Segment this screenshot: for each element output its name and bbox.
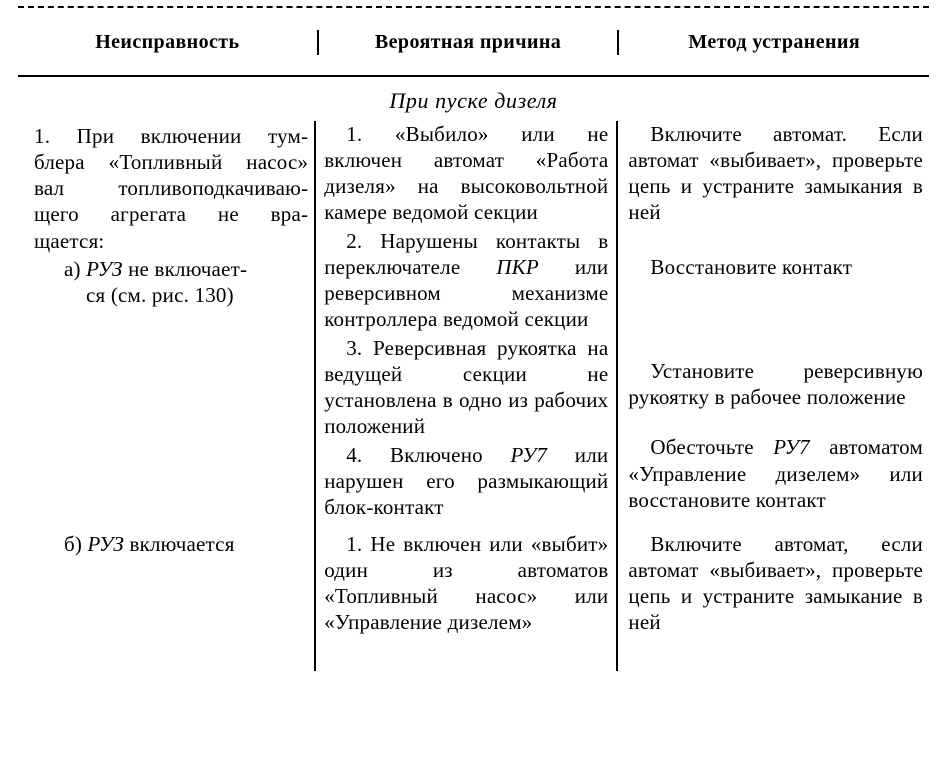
fault-intro-line: щается: bbox=[34, 228, 104, 254]
cell-method-b: Включите автомат, если автомат «выбивает… bbox=[618, 531, 929, 671]
method-item: Установите реверсивную рукоятку в рабоче… bbox=[628, 358, 923, 411]
cell-fault-b: б) РУЗ включается bbox=[18, 531, 314, 671]
header-col-cause: Вероятная причина bbox=[317, 30, 620, 55]
top-rule bbox=[18, 6, 929, 8]
cause-item: 1. Не включен или «выбит» один из автома… bbox=[324, 531, 608, 636]
italic-token: РУЗ bbox=[88, 532, 124, 556]
fault-intro-line: щего агрегата не вра- bbox=[34, 202, 308, 226]
cause-item: 1. «Выбило» или не включен автомат «Рабо… bbox=[324, 121, 608, 226]
cell-method-a: Включите автомат. Если автомат «выбивает… bbox=[618, 121, 929, 531]
scanned-page: Неисправность Вероятная причина Метод ус… bbox=[0, 0, 947, 671]
sub-label: б) bbox=[64, 531, 82, 557]
italic-token: ПКР bbox=[496, 255, 539, 279]
fault-intro-line: 1. При включении тум- bbox=[34, 124, 308, 148]
method-item: Включите автомат. Если автомат «выбивает… bbox=[628, 121, 923, 226]
method-item: Восстановите контакт bbox=[628, 254, 923, 280]
sub-label: а) bbox=[64, 256, 81, 282]
cell-cause-b: 1. Не включен или «выбит» один из автома… bbox=[314, 531, 618, 671]
fault-sub-b: б) РУЗ включается bbox=[64, 531, 308, 557]
italic-token: РУ7 bbox=[773, 435, 810, 459]
table-row: 1. При включении тум- блера «Топливный н… bbox=[18, 121, 929, 531]
fault-sub-a: а) РУЗ не включает- ся (см. рис. 130) bbox=[64, 256, 308, 309]
method-item: Включите автомат, если автомат «выбивает… bbox=[628, 531, 923, 636]
fault-intro-line: блера «Топливный насос» bbox=[34, 150, 308, 174]
sub-text: включается bbox=[129, 532, 234, 556]
sub-text: ся (см. рис. 130) bbox=[86, 283, 234, 307]
section-title: При пуске дизеля bbox=[18, 77, 929, 121]
method-item: Обесточьте РУ7 автоматом «Управление диз… bbox=[628, 434, 923, 513]
cell-fault-a: 1. При включении тум- блера «Топливный н… bbox=[18, 121, 314, 531]
fault-intro: 1. При включении тум- блера «Топливный н… bbox=[34, 123, 308, 254]
sub-text: не включает- bbox=[128, 257, 247, 281]
italic-token: РУЗ bbox=[86, 257, 122, 281]
cause-item: 2. Нарушены контакты в переключателе ПКР… bbox=[324, 228, 608, 333]
header-col-fault: Неисправность bbox=[18, 30, 317, 55]
table-row: б) РУЗ включается 1. Не включен или «выб… bbox=[18, 531, 929, 671]
cause-item: 3. Реверсивная рукоятка на ведущей секци… bbox=[324, 335, 608, 440]
cause-item: 4. Включено РУ7 или нарушен его размыкаю… bbox=[324, 442, 608, 521]
cell-cause-a: 1. «Выбило» или не включен автомат «Рабо… bbox=[314, 121, 618, 531]
fault-intro-line: вал топливоподкачиваю- bbox=[34, 176, 308, 200]
table-header-row: Неисправность Вероятная причина Метод ус… bbox=[18, 12, 929, 77]
italic-token: РУ7 bbox=[511, 443, 548, 467]
header-col-method: Метод устранения bbox=[619, 30, 929, 55]
